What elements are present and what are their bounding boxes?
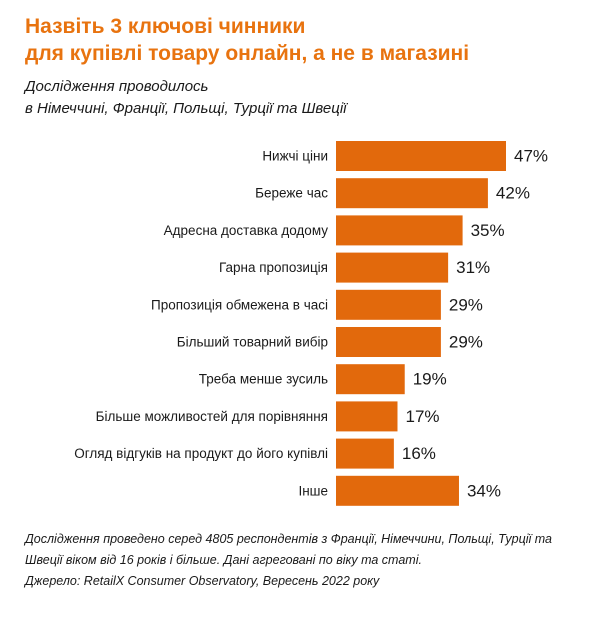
category-label: Пропозиція обмежена в часі: [151, 297, 328, 312]
category-label: Гарна пропозиція: [219, 260, 328, 275]
value-label: 19%: [413, 370, 447, 389]
value-label: 17%: [405, 407, 439, 426]
chart-footnote: Дослідження проведено серед 4805 респонд…: [25, 529, 585, 592]
category-label: Нижчі ціни: [262, 149, 328, 164]
category-label: Більше можливостей для порівняння: [96, 409, 328, 424]
bar: [336, 289, 441, 320]
chart-title-line-1: Назвіть 3 ключові чинники: [25, 15, 306, 38]
category-label: Інше: [298, 483, 328, 498]
bar: [336, 327, 441, 357]
category-label: Береже час: [255, 186, 328, 201]
bar: [336, 401, 398, 432]
bar: [336, 438, 394, 469]
bar-chart: Нижчі ціни 47% Береже час 42% Адресна достав…: [74, 141, 548, 506]
value-label: 31%: [456, 258, 490, 277]
bar: [336, 215, 463, 246]
bar: [336, 475, 459, 506]
value-label: 42%: [496, 184, 530, 203]
value-label: 16%: [402, 444, 436, 463]
footnote-source: Джерело: RetailX Consumer Observatory, В…: [25, 574, 380, 588]
chart-subtitle-line-2: в Німеччині, Франції, Польщі, Турції та …: [25, 100, 347, 117]
footnote-line-1: Дослідження проведено серед 4805 респонд…: [25, 532, 552, 546]
bar: [336, 252, 449, 283]
category-label: Огляд відгуків на продукт до його купівл…: [74, 446, 328, 461]
value-label: 35%: [471, 221, 505, 240]
value-label: 34%: [467, 481, 501, 500]
value-label: 29%: [449, 333, 483, 352]
category-label: Адресна доставка додому: [164, 223, 329, 238]
chart-subtitle-line-1: Дослідження проводилось: [25, 78, 209, 95]
bar: [336, 364, 405, 395]
bar: [336, 141, 506, 171]
bar: [336, 178, 488, 209]
chart-title: Назвіть 3 ключові чинники для купівлі то…: [25, 13, 585, 67]
value-label: 29%: [449, 295, 483, 314]
chart-subtitle: Дослідження проводилось в Німеччині, Фра…: [25, 76, 585, 120]
footnote-line-2: Швеції віком від 16 років і більше. Дані…: [25, 553, 422, 567]
value-label: 47%: [514, 147, 548, 166]
category-label: Треба менше зусиль: [199, 372, 328, 387]
chart-title-line-2: для купівлі товару онлайн, а не в магази…: [25, 42, 470, 65]
category-label: Більший товарний вибір: [177, 335, 328, 350]
